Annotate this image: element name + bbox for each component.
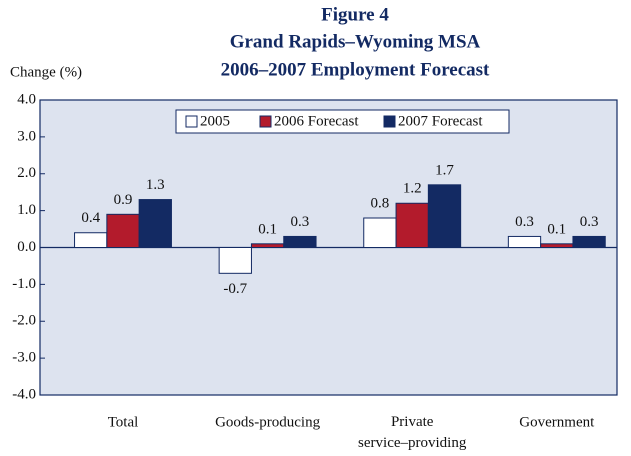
- value-label: 0.3: [515, 214, 534, 230]
- bar: [106, 213, 140, 248]
- legend-label: 2007 Forecast: [398, 113, 483, 129]
- bar: [540, 243, 574, 248]
- value-label: 0.9: [114, 192, 133, 208]
- bar: [395, 202, 429, 248]
- y-tick-label: 1.0: [17, 202, 36, 218]
- y-axis-label: Change (%): [10, 64, 82, 80]
- bar: [363, 217, 397, 248]
- chart-title: Figure 4: [321, 4, 389, 25]
- chart-title: 2006–2007 Employment Forecast: [221, 59, 490, 80]
- bar: [427, 184, 462, 248]
- x-tick-label: Private service–providing: [358, 414, 467, 451]
- value-label: 1.3: [146, 177, 165, 193]
- legend-box: [175, 109, 510, 134]
- x-tick-label: Government: [519, 414, 595, 430]
- legend-swatch: [259, 115, 272, 128]
- chart-title: Grand Rapids–Wyoming MSA: [230, 31, 481, 52]
- bar: [218, 247, 252, 274]
- value-label: 0.4: [81, 210, 100, 226]
- y-tick-label: -4.0: [12, 386, 36, 402]
- x-tick-label: Total: [108, 414, 139, 430]
- bar: [138, 199, 172, 248]
- value-label: 0.3: [291, 214, 310, 230]
- y-tick-label: -1.0: [12, 276, 36, 292]
- y-tick-label: 2.0: [17, 165, 36, 181]
- y-tick-label: 0.0: [17, 239, 36, 255]
- value-label: -0.7: [223, 281, 247, 297]
- y-tick-label: 4.0: [17, 91, 36, 107]
- y-tick-label: 3.0: [17, 128, 36, 144]
- bar: [283, 235, 317, 248]
- legend-label: 2005: [200, 113, 230, 129]
- value-label: 1.7: [435, 162, 454, 178]
- legend-swatch: [185, 115, 198, 128]
- bar: [507, 235, 542, 248]
- legend-label: 2006 Forecast: [274, 113, 359, 129]
- x-tick-label: Goods-producing: [215, 414, 320, 430]
- value-label: 0.1: [547, 221, 566, 237]
- value-label: 0.3: [580, 214, 599, 230]
- value-label: 1.2: [403, 181, 422, 197]
- value-label: 0.8: [371, 195, 390, 211]
- bar: [250, 243, 285, 248]
- y-tick-label: -3.0: [12, 350, 36, 366]
- value-label: 0.1: [258, 221, 277, 237]
- bar: [74, 232, 108, 248]
- legend-swatch: [383, 115, 396, 128]
- bar: [572, 235, 606, 248]
- y-tick-label: -2.0: [12, 313, 36, 329]
